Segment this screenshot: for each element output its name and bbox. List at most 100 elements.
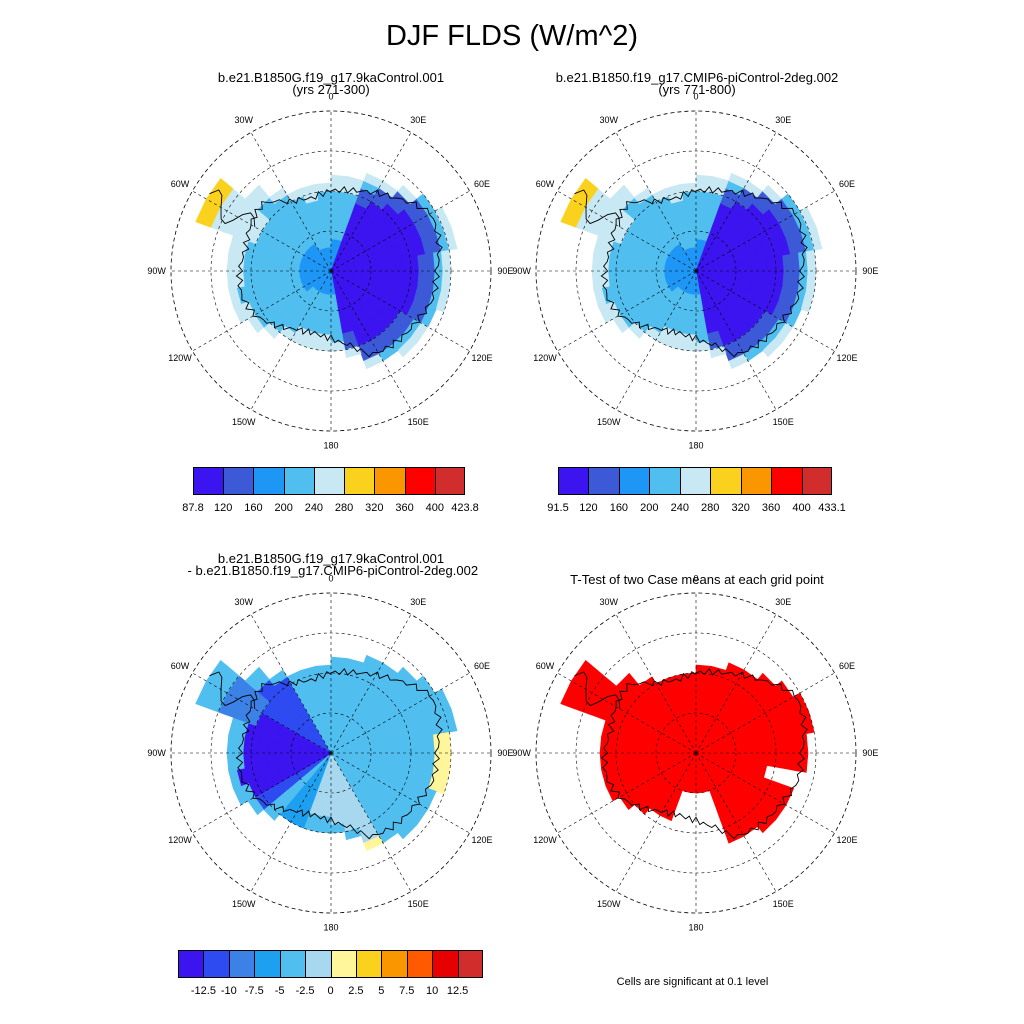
graticule	[536, 593, 856, 913]
longitude-label: 150W	[232, 417, 256, 427]
data-cells	[195, 172, 458, 370]
longitude-label: 0	[328, 92, 333, 102]
grid-cell	[758, 740, 769, 754]
peninsula-coastline	[574, 189, 621, 228]
colorbar-label: 0	[327, 985, 334, 997]
colorbar-label: 240	[670, 502, 689, 514]
panel1-title: b.e21.B1850G.f19_g17.9kaControl.001 (yrs…	[151, 71, 511, 97]
longitude-label: 120W	[168, 835, 192, 845]
colorbar-box	[771, 467, 803, 495]
longitude-label: 30W	[600, 597, 619, 607]
panel3-title-line1: b.e21.B1850G.f19_g17.9kaControl.001	[217, 551, 445, 566]
colorbar-label: 160	[609, 502, 629, 514]
colorbar-box	[279, 950, 306, 978]
meridian-line	[695, 752, 835, 834]
colorbar-label: 240	[304, 502, 324, 514]
data-cells	[560, 172, 823, 370]
map-boundary	[535, 592, 857, 914]
meridian-line	[330, 614, 412, 754]
meridian-line	[330, 270, 470, 352]
grid-cell	[615, 752, 626, 768]
meridian-line	[615, 752, 697, 892]
longitude-label: 60W	[536, 179, 555, 189]
grid-cell	[633, 187, 653, 205]
meridian-line	[192, 672, 332, 754]
latitude-circle	[290, 230, 372, 312]
grid-cell	[443, 226, 458, 251]
colorbar-box	[355, 950, 382, 978]
longitude-label: 150E	[773, 417, 794, 427]
meridian-line	[192, 190, 332, 272]
meridian-line	[557, 270, 697, 352]
grid-cell	[631, 752, 642, 765]
longitude-label: 90W	[512, 266, 531, 276]
longitude-label: 150W	[232, 899, 256, 909]
colorbar-box	[344, 467, 375, 495]
longitude-label: 90E	[497, 748, 513, 758]
grid-cell	[687, 704, 697, 714]
colorbar-box	[178, 950, 204, 978]
meridian-line	[557, 190, 697, 272]
panel4-title-line1: T-Test of two Case means at each grid po…	[570, 572, 824, 587]
grid-cell	[623, 740, 634, 754]
panel4-title: T-Test of two Case means at each grid po…	[517, 572, 877, 587]
grid-cell	[766, 738, 777, 754]
longitude-label: 60E	[839, 179, 855, 189]
longitude-label: 150W	[597, 417, 621, 427]
grid-cell	[750, 741, 761, 754]
longitude-label: 0	[693, 92, 698, 102]
longitude-label: 90E	[862, 748, 878, 758]
grid-cell	[762, 337, 783, 358]
longitude-label: 120E	[471, 353, 492, 363]
longitude-label: 120W	[168, 353, 192, 363]
colorbar-label: 91.5	[547, 502, 569, 514]
graticule	[171, 593, 491, 913]
colorbar-label: -12.5	[190, 985, 216, 997]
colorbar-box	[203, 950, 230, 978]
longitude-label: 30W	[235, 115, 254, 125]
figure-title: DJF FLDS (W/m^2)	[385, 20, 639, 52]
longitude-label: 180	[688, 440, 703, 450]
meridian-line	[330, 132, 412, 272]
grid-cell	[695, 784, 704, 794]
colorbar-box	[305, 950, 331, 978]
latitude-circle	[655, 230, 737, 312]
longitude-label: 120W	[533, 835, 557, 845]
longitude-label: 150W	[597, 899, 621, 909]
colorbar-box	[330, 950, 357, 978]
grid-cell	[599, 735, 610, 754]
colorbar-label: 12.5	[446, 985, 469, 997]
colorbar-label: -10	[220, 985, 237, 997]
longitude-label: 180	[323, 440, 338, 450]
colorbar-label: 320	[731, 502, 750, 514]
colorbar-label: -2.5	[295, 985, 315, 997]
meridian-line	[192, 270, 332, 352]
grid-cell	[647, 752, 657, 762]
grid-cell	[631, 741, 642, 754]
grid-cell	[244, 184, 265, 205]
coastline	[600, 186, 808, 358]
longitude-label: 90W	[147, 748, 166, 758]
grid-cell	[244, 666, 265, 687]
latitude-circle	[290, 712, 372, 794]
coastline	[235, 668, 443, 840]
panel1-title-line2: (yrs 271-300)	[292, 82, 370, 97]
map-boundary	[170, 592, 492, 914]
grid-cell	[363, 835, 384, 852]
longitude-label: 30E	[410, 115, 426, 125]
longitude-label: 30E	[775, 597, 791, 607]
colorbar-label: 280	[701, 502, 720, 514]
meridian-line	[695, 270, 835, 352]
longitude-label: 90W	[147, 266, 166, 276]
colorbar-box	[588, 467, 620, 495]
longitude-label: 150E	[408, 417, 429, 427]
longitude-label: 60E	[474, 179, 490, 189]
colorbar-label: 360	[395, 502, 414, 514]
longitude-label: 120W	[533, 353, 557, 363]
colorbar-box	[618, 467, 650, 495]
meridian-line	[615, 270, 697, 410]
panel3-title: b.e21.B1850G.f19_g17.9kaControl.001 - b.…	[151, 551, 511, 577]
meridian-line	[695, 190, 835, 272]
longitude-label: 90E	[862, 266, 878, 276]
